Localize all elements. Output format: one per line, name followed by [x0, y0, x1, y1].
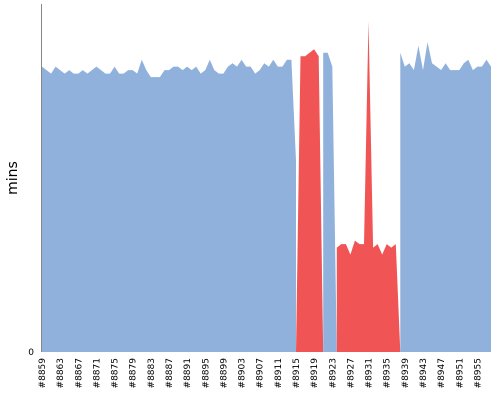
area-segment-ok-3	[323, 52, 337, 352]
x-tick-label-7: #8887	[165, 358, 175, 388]
x-tick-label-23: #8951	[455, 358, 465, 388]
x-axis-ticks: #8859 #8863 #8867 #8871 #8875 #8879 #8883 #8887…	[38, 358, 483, 389]
area-segment-ok-5	[400, 42, 491, 353]
x-tick-label-16: #8923	[328, 358, 338, 388]
plot-areas	[42, 21, 491, 353]
x-tick-label-10: #8899	[219, 358, 229, 389]
x-tick-label-8: #8891	[183, 358, 193, 388]
x-tick-label-13: #8911	[274, 358, 284, 388]
x-tick-label-21: #8943	[419, 358, 429, 388]
y-axis-label: mins	[5, 161, 21, 195]
x-tick-label-12: #8907	[256, 358, 266, 388]
x-tick-label-4: #8875	[111, 358, 121, 388]
y-axis-ticks: 0	[28, 348, 34, 358]
x-tick-label-5: #8879	[129, 358, 139, 389]
x-tick-label-2: #8867	[74, 358, 84, 388]
x-tick-label-0: #8859	[38, 358, 48, 389]
x-tick-label-20: #8939	[401, 358, 411, 389]
x-tick-label-14: #8915	[292, 358, 302, 388]
area-segment-failed-4	[336, 21, 401, 353]
x-tick-label-17: #8927	[346, 358, 356, 388]
x-tick-label-24: #8955	[473, 358, 483, 388]
y-tick-label-0: 0	[28, 348, 34, 358]
x-tick-label-1: #8863	[56, 358, 66, 388]
x-tick-label-3: #8871	[92, 358, 102, 388]
area-segment-failed-2	[296, 49, 324, 352]
x-tick-label-22: #8947	[437, 358, 447, 388]
x-tick-label-18: #8931	[365, 358, 375, 388]
x-tick-label-6: #8883	[147, 358, 157, 388]
x-tick-label-11: #8903	[238, 358, 248, 388]
area-segment-ok-1	[42, 59, 296, 352]
x-tick-label-15: #8919	[310, 358, 320, 389]
x-tick-label-9: #8895	[201, 358, 211, 388]
x-tick-label-19: #8935	[383, 358, 393, 388]
